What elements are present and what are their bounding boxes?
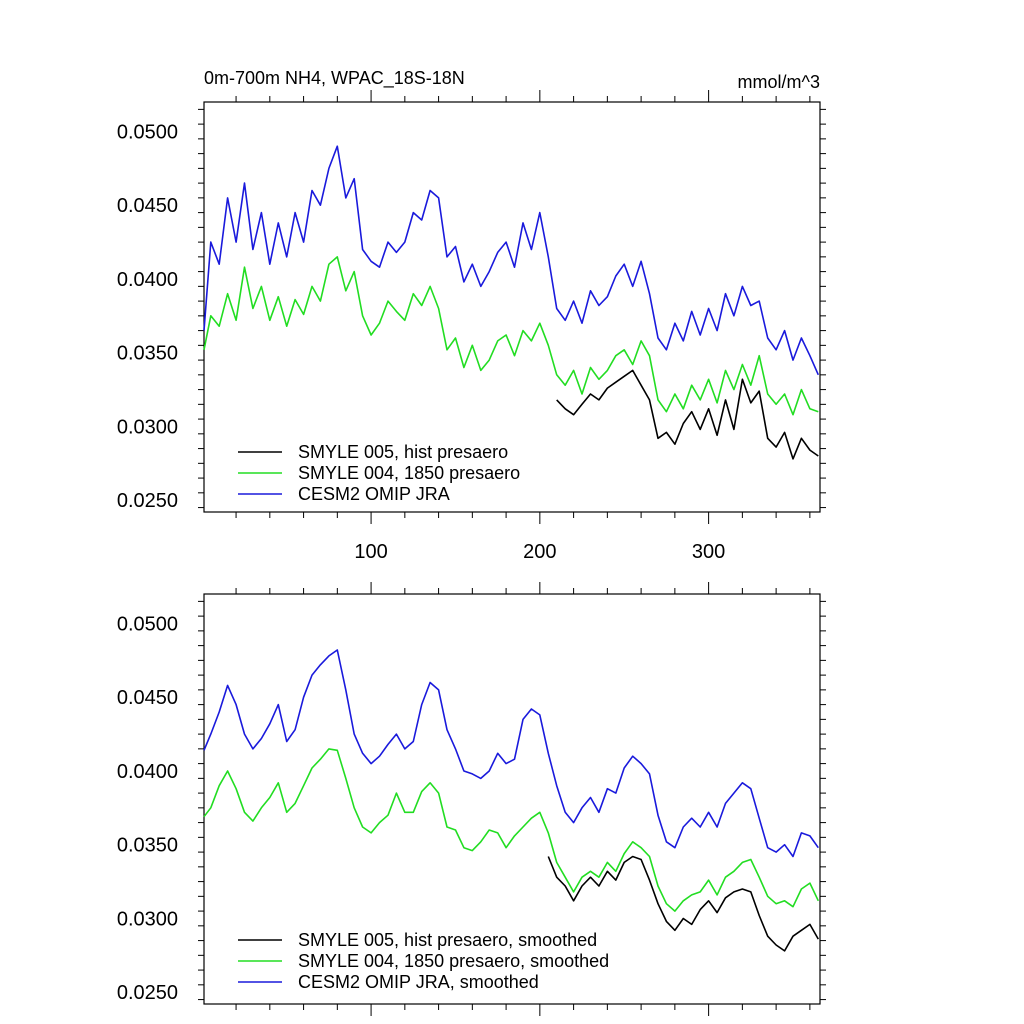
legend-label: CESM2 OMIP JRA, smoothed [298, 972, 539, 992]
legend-label: SMYLE 005, hist presaero [298, 442, 508, 462]
top-panel-units: mmol/m^3 [738, 72, 820, 92]
y-tick-label: 0.0350 [117, 835, 178, 857]
y-tick-label: 0.0400 [117, 761, 178, 783]
x-tick-label: 300 [692, 541, 725, 563]
plot-frame [203, 101, 821, 513]
series-line-smyle-005 [556, 369, 819, 460]
series-line-smyle-005 [547, 855, 819, 952]
x-tick-label: 200 [523, 541, 556, 563]
y-tick-label: 0.0250 [117, 982, 178, 1004]
y-tick-label: 0.0450 [117, 687, 178, 709]
bottom-panel: 0.0250 0.0300 0.0350 0.0400 0.0450 0.0500 SMYL… [117, 582, 826, 1016]
y-tick-label: 0.0500 [117, 121, 178, 143]
y-tick-label: 0.0350 [117, 343, 178, 365]
series-line-smyle-004 [203, 748, 820, 912]
y-tick-label: 0.0450 [117, 195, 178, 217]
y-tick-label: 0.0250 [117, 490, 178, 512]
y-tick-label: 0.0400 [117, 269, 178, 291]
plot-frame [203, 593, 821, 1005]
series-line-cesm2-omip [203, 145, 820, 376]
y-tick-label: 0.0300 [117, 416, 178, 438]
legend-label: CESM2 OMIP JRA [298, 484, 450, 504]
top-panel-title: 0m-700m NH4, WPAC_18S-18N [204, 68, 465, 89]
y-tick-label: 0.0300 [117, 908, 178, 930]
y-tick-label: 0.0500 [117, 613, 178, 635]
x-tick-label: 100 [354, 541, 387, 563]
top-panel: 0m-700m NH4, WPAC_18S-18N mmol/m^3 0.025… [117, 68, 826, 563]
legend-label: SMYLE 004, 1850 presaero, smoothed [298, 951, 609, 971]
series-line-smyle-004 [203, 256, 819, 416]
legend-label: SMYLE 005, hist presaero, smoothed [298, 930, 597, 950]
legend-label: SMYLE 004, 1850 presaero [298, 463, 520, 483]
series-line-cesm2-omip [203, 649, 819, 858]
